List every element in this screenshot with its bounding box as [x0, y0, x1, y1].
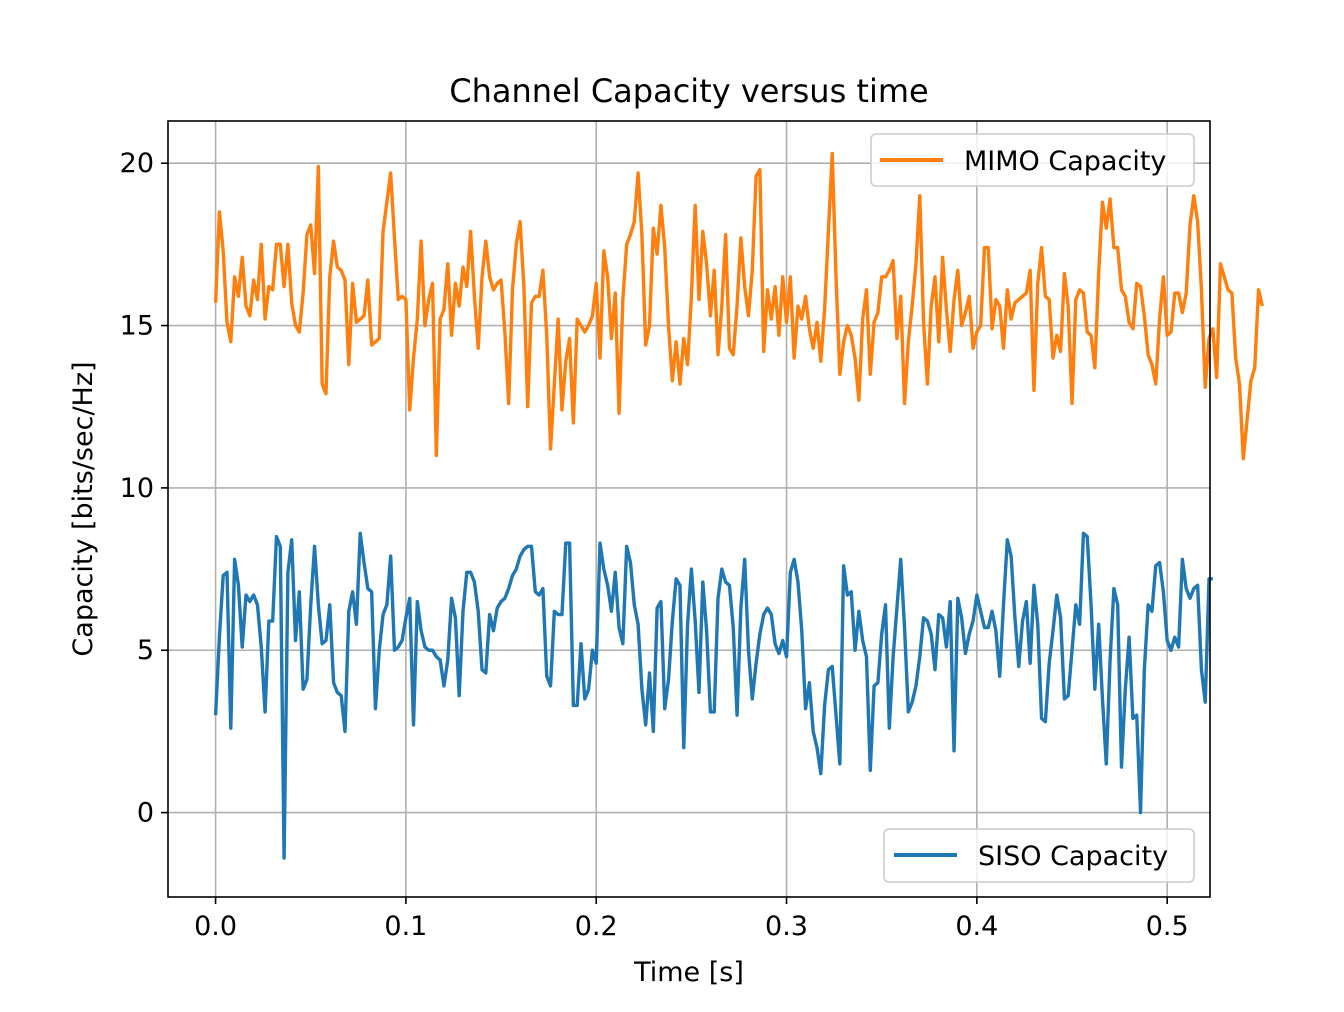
- x-tick-label: 0.0: [194, 911, 237, 942]
- y-tick-label: 10: [120, 473, 154, 504]
- legend-mimo: MIMO Capacity: [870, 133, 1195, 187]
- legend-siso-label: SISO Capacity: [978, 841, 1168, 872]
- y-tick-label: 20: [120, 148, 154, 179]
- y-tick-label: 15: [120, 311, 154, 342]
- x-axis-label: Time [s]: [633, 957, 744, 988]
- plot-frame: [167, 120, 1211, 898]
- x-tick-label: 0.3: [765, 911, 808, 942]
- legend-siso-box: [883, 828, 1195, 883]
- chart-title: Channel Capacity versus time: [449, 72, 928, 110]
- axis-ticks: 0.0 0.1 0.2 0.3 0.4 0.5 0 5 10 15 20: [120, 148, 1189, 942]
- x-tick-label: 0.2: [575, 911, 618, 942]
- y-tick-label: 0: [137, 798, 154, 829]
- legend-siso: SISO Capacity: [883, 828, 1195, 883]
- legend-mimo-label: MIMO Capacity: [964, 146, 1166, 177]
- y-tick-label: 5: [137, 635, 154, 666]
- x-tick-label: 0.5: [1146, 911, 1189, 942]
- x-tick-label: 0.4: [955, 911, 998, 942]
- mimo-capacity-line: [213, 151, 1264, 461]
- siso-capacity-line: [213, 531, 1213, 860]
- y-axis-label: Capacity [bits/sec/Hz]: [68, 361, 99, 656]
- plot-lines: [213, 151, 1264, 860]
- legend-mimo-box: [870, 133, 1195, 187]
- x-tick-label: 0.1: [384, 911, 427, 942]
